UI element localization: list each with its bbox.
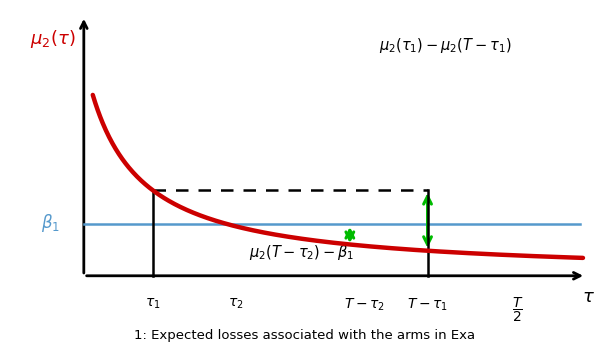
- Text: $\beta_1$: $\beta_1$: [41, 212, 60, 234]
- Text: $T - \tau_1$: $T - \tau_1$: [407, 296, 448, 313]
- Text: $\tau$: $\tau$: [583, 288, 595, 306]
- Text: $\tau_2$: $\tau_2$: [229, 296, 244, 311]
- Text: $\mu_2(\tau)$: $\mu_2(\tau)$: [30, 29, 76, 51]
- Text: $\mu_2(\tau_1) - \mu_2(T - \tau_1)$: $\mu_2(\tau_1) - \mu_2(T - \tau_1)$: [379, 36, 512, 55]
- Text: $\dfrac{T}{2}$: $\dfrac{T}{2}$: [512, 296, 523, 324]
- Text: $T - \tau_2$: $T - \tau_2$: [344, 296, 386, 313]
- Text: $\tau_1$: $\tau_1$: [145, 296, 160, 311]
- Text: 1: Expected losses associated with the arms in Exa: 1: Expected losses associated with the a…: [134, 329, 476, 342]
- Text: $\mu_2(T - \tau_2) - \beta_1$: $\mu_2(T - \tau_2) - \beta_1$: [249, 243, 354, 262]
